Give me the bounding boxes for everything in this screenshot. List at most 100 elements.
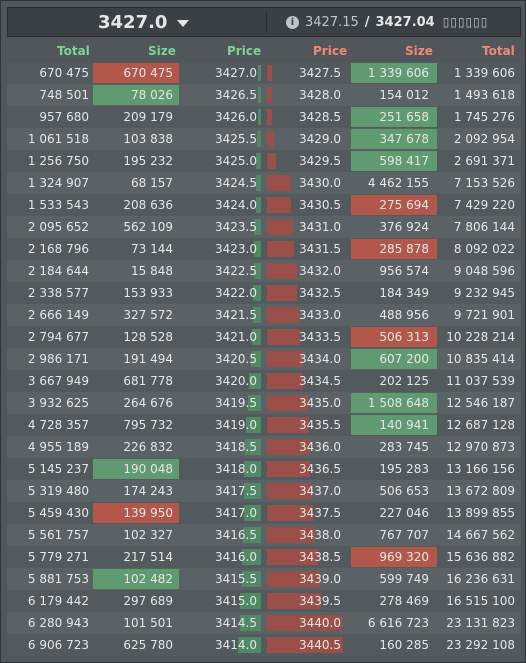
orderbook-row[interactable]: 1 533 543 208 636 3424.0 3430.5 275 694 7 429…: [7, 194, 521, 216]
bid-total: 4 728 357: [27, 418, 89, 432]
ask-total: 14 667 562: [446, 528, 515, 542]
ask-depth-bar: [267, 439, 310, 455]
orderbook-row[interactable]: 957 680 209 179 3426.0 3428.5 251 658 1 745 2…: [7, 106, 521, 128]
ask-total: 7 153 526: [453, 176, 515, 190]
bid-total: 5 881 753: [27, 572, 89, 586]
bid-price: 3425.0: [215, 154, 257, 168]
ask-price: 3429.5: [299, 154, 341, 168]
ask-price: 3437.0: [299, 484, 341, 498]
bid-price: 3414.5: [215, 616, 257, 630]
last-price: 3427.0: [98, 11, 168, 33]
orderbook-row[interactable]: 4 728 357 795 732 3419.0 3435.5 140 941 12 68…: [7, 414, 521, 436]
orderbook-row[interactable]: 2 095 652 562 109 3423.5 3431.0 376 924 7 806…: [7, 216, 521, 238]
ask-depth-bar: [267, 549, 318, 565]
bid-price: 3420.0: [215, 374, 257, 388]
orderbook-row[interactable]: 1 324 907 68 157 3424.5 3430.0 4 462 155 7 15…: [7, 172, 521, 194]
bid-depth-bar: [254, 219, 261, 235]
column-header: Total Size Price Price Size Total: [7, 40, 521, 62]
orderbook-row[interactable]: 2 168 796 73 144 3423.0 3431.5 285 878 8 092 …: [7, 238, 521, 260]
orderbook-row[interactable]: 4 955 189 226 832 3418.5 3436.0 283 745 12 97…: [7, 436, 521, 458]
bid-total: 5 145 237: [27, 462, 89, 476]
orderbook-row[interactable]: 5 319 480 174 243 3417.5 3437.0 506 653 13 67…: [7, 480, 521, 502]
orderbook-row[interactable]: 5 145 237 190 048 3418.0 3436.5 195 283 13 16…: [7, 458, 521, 480]
bid-total: 5 561 757: [27, 528, 89, 542]
ask-total-header[interactable]: Total: [482, 44, 515, 58]
ask-total: 13 672 809: [446, 484, 515, 498]
bid-price: 3422.0: [215, 286, 257, 300]
ask-depth-bar: [267, 285, 297, 301]
bid-depth-bar: [244, 483, 261, 499]
orderbook-row[interactable]: 1 256 750 195 232 3425.0 3429.5 598 417 2 691…: [7, 150, 521, 172]
bid-size: 103 838: [123, 132, 173, 146]
ask-size: 202 125: [379, 374, 429, 388]
orderbook-row[interactable]: 2 666 149 327 572 3421.5 3433.0 488 956 9 721…: [7, 304, 521, 326]
bid-depth-bar: [256, 197, 261, 213]
ask-depth-bar: [267, 263, 297, 279]
bid-size-header[interactable]: Size: [148, 44, 176, 58]
orderbook-row[interactable]: 6 179 442 297 689 3415.0 3439.5 278 469 16 51…: [7, 590, 521, 612]
bid-price: 3414.0: [215, 638, 257, 652]
ask-depth-bar: [267, 637, 343, 653]
orderbook-row[interactable]: 748 501 78 026 3426.5 3428.0 154 012 1 493 61…: [7, 84, 521, 106]
orderbook-row[interactable]: 2 794 677 128 528 3421.0 3433.5 506 313 10 22…: [7, 326, 521, 348]
bid-depth-bar: [257, 131, 261, 147]
bid-price: 3415.5: [215, 572, 257, 586]
bid-depth-bar: [251, 351, 261, 367]
orderbook-row[interactable]: 3 932 625 264 676 3419.5 3435.0 1 508 648 12 …: [7, 392, 521, 414]
orderbook-row[interactable]: 2 338 577 153 933 3422.0 3432.5 184 349 9 232…: [7, 282, 521, 304]
orderbook-row[interactable]: 2 184 644 15 848 3422.5 3432.0 956 574 9 048 …: [7, 260, 521, 282]
orderbook-row[interactable]: 6 906 723 625 780 3414.0 3440.5 160 285 23 29…: [7, 634, 521, 656]
ask-price: 3432.0: [299, 264, 341, 278]
bid-price: 3420.5: [215, 352, 257, 366]
bid-size-highlight: [93, 459, 179, 479]
bid-price: 3417.5: [215, 484, 257, 498]
ask-total: 10 835 414: [446, 352, 515, 366]
info-icon[interactable]: i: [286, 15, 299, 29]
ticker-bar: 3427.0 i 3427.15 / 3427.04 ▯▯▯▯▯▯: [7, 7, 521, 37]
ask-size: 4 462 155: [367, 176, 429, 190]
ask-size: 227 046: [379, 506, 429, 520]
orderbook-row[interactable]: 6 280 943 101 501 3414.5 3440.0 6 616 723 23 …: [7, 612, 521, 634]
bid-size: 78 026: [131, 88, 173, 102]
bid-price: 3416.0: [215, 550, 257, 564]
ask-size: 195 283: [379, 462, 429, 476]
ask-size: 275 694: [379, 198, 429, 212]
ask-price: 3438.0: [299, 528, 341, 542]
bid-size: 264 676: [123, 396, 173, 410]
ask-size: 969 320: [379, 550, 429, 564]
bid-price-header[interactable]: Price: [227, 44, 262, 58]
orderbook-row[interactable]: 5 561 757 102 327 3416.5 3438.0 767 707 14 66…: [7, 524, 521, 546]
bid-total-header[interactable]: Total: [57, 44, 90, 58]
extra-indicator: ▯▯▯▯▯▯: [442, 15, 489, 29]
orderbook-row[interactable]: 5 459 430 139 950 3417.0 3437.5 227 046 13 89…: [7, 502, 521, 524]
bid-total: 1 324 907: [27, 176, 89, 190]
orderbook-row[interactable]: 1 061 518 103 838 3425.5 3429.0 347 678 2 092…: [7, 128, 521, 150]
ask-price-header[interactable]: Price: [313, 44, 348, 58]
ask-total: 2 092 954: [453, 132, 515, 146]
ask-price: 3438.5: [299, 550, 341, 564]
ask-price: 3428.0: [299, 88, 341, 102]
ask-total: 1 339 606: [453, 66, 515, 80]
ask-depth-bar: [267, 461, 310, 477]
last-price-dropdown[interactable]: 3427.0: [98, 8, 190, 36]
ask-price: 3431.5: [299, 242, 341, 256]
bid-total: 2 986 171: [27, 352, 89, 366]
ask-size-highlight: [351, 195, 437, 215]
bid-depth-bar: [245, 439, 261, 455]
ask-size: 598 417: [379, 154, 429, 168]
ask-total: 23 292 108: [446, 638, 515, 652]
bid-total: 2 184 644: [27, 264, 89, 278]
orderbook-row[interactable]: 5 881 753 102 482 3415.5 3439.0 599 749 16 23…: [7, 568, 521, 590]
orderbook-row[interactable]: 3 667 949 681 778 3420.0 3434.5 202 125 11 03…: [7, 370, 521, 392]
ask-total: 13 166 156: [446, 462, 515, 476]
ask-depth-bar: [267, 593, 321, 609]
bid-size-highlight: [93, 85, 179, 105]
bid-size: 208 636: [123, 198, 173, 212]
ask-size: 1 339 606: [367, 66, 429, 80]
bid-depth-bar: [253, 285, 261, 301]
orderbook-row[interactable]: 670 475 670 475 3427.0 3427.5 1 339 606 1 339…: [7, 62, 521, 84]
orderbook-row[interactable]: 5 779 271 217 514 3416.0 3438.5 969 320 15 63…: [7, 546, 521, 568]
ask-size-highlight: [351, 415, 437, 435]
ask-size-header[interactable]: Size: [405, 44, 433, 58]
orderbook-row[interactable]: 2 986 171 191 494 3420.5 3434.0 607 200 10 83…: [7, 348, 521, 370]
